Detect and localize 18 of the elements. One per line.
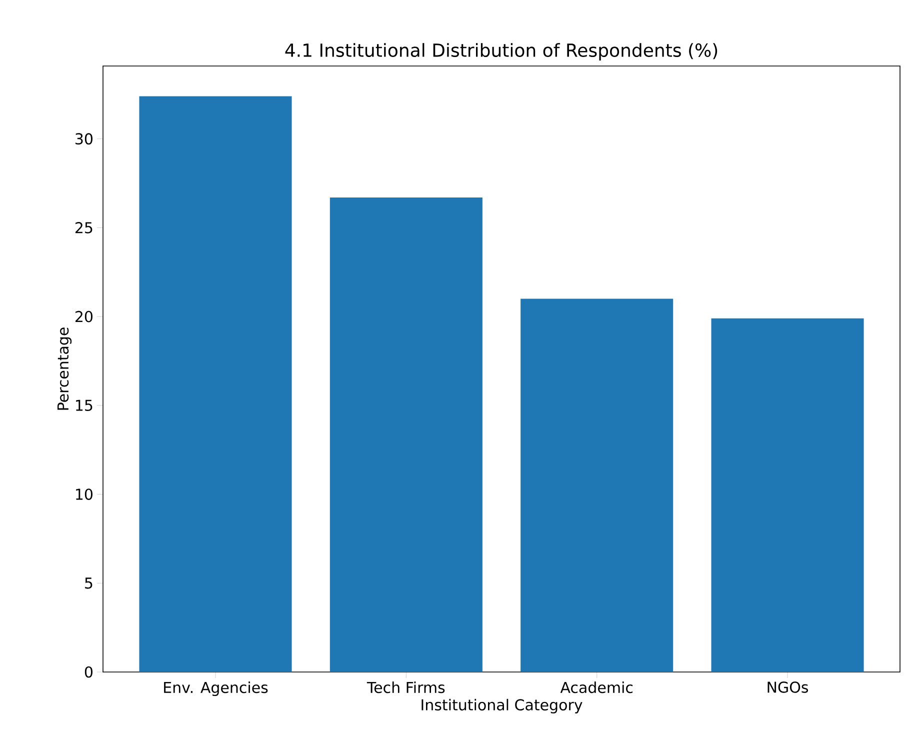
- y-tick-label: 20: [75, 310, 92, 322]
- x-tick-label: Tech Firms: [366, 682, 445, 694]
- bar: [711, 318, 864, 672]
- bar: [520, 298, 674, 672]
- y-tick-label: 0: [84, 666, 92, 678]
- bar: [139, 96, 292, 672]
- x-tick-label: Env. Agencies: [164, 682, 268, 696]
- x-tick-label: Academic: [560, 682, 633, 694]
- bar: [330, 198, 482, 672]
- y-tick-label: 25: [75, 222, 92, 234]
- y-tick-label: 10: [76, 488, 92, 500]
- y-tick-label: 5: [85, 578, 92, 589]
- x-axis-title: Institutional Category: [422, 698, 582, 714]
- x-tick-label: NGOs: [768, 682, 808, 693]
- y-tick-label: 30: [76, 133, 92, 145]
- y-tick-label: 15: [76, 400, 92, 412]
- y-axis-title: Percentage: [57, 328, 72, 410]
- chart-title: 4.1 Institutional Distribution of Respondents (%): [285, 43, 718, 60]
